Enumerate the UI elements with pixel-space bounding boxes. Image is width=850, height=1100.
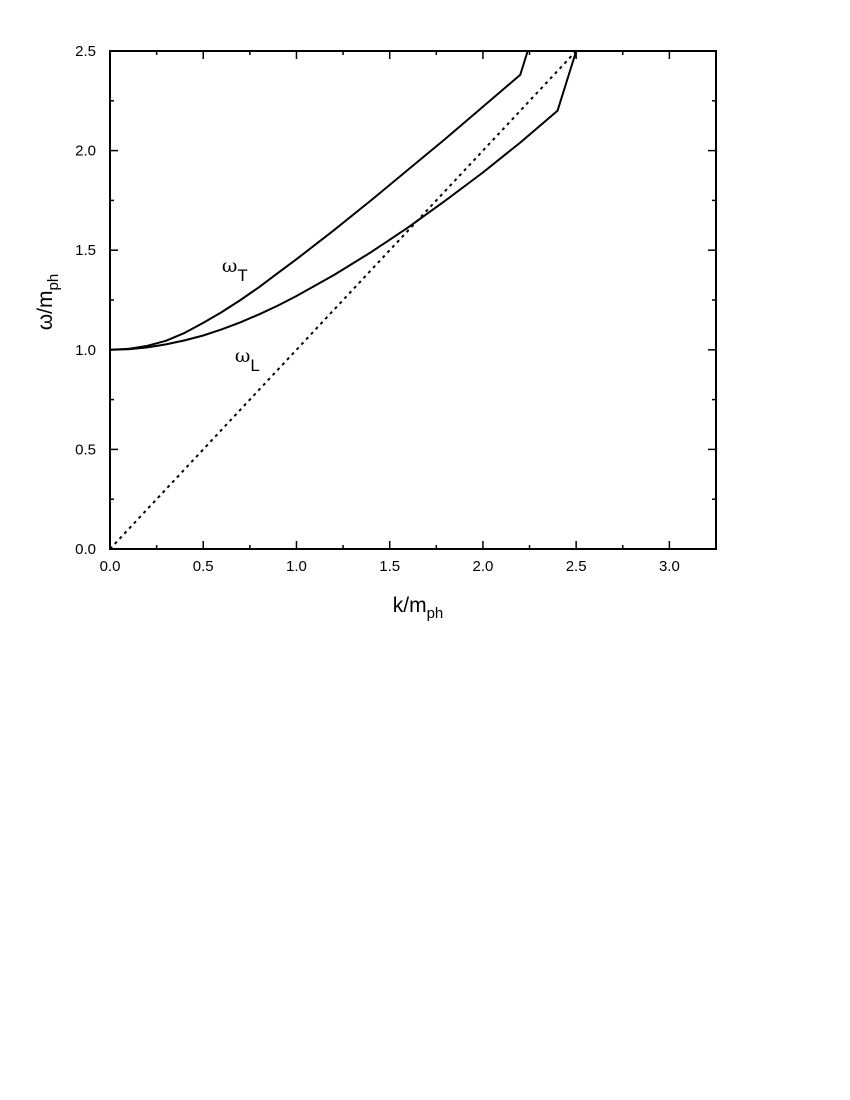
x-tick-label: 3.0 xyxy=(659,558,680,575)
y-tick-label: 2.5 xyxy=(75,43,96,60)
y-tick-label: 1.0 xyxy=(75,342,96,359)
series-line-0 xyxy=(109,50,529,351)
series-line-1 xyxy=(109,50,578,351)
axis-ticks xyxy=(109,50,717,550)
y-axis-title: ω/mph xyxy=(34,274,62,330)
tick-labels: 0.0 0.5 1.0 1.5 2.0 2.5 3.0 0.0 0.5 1.0 1.5 2.0 2.5 xyxy=(75,43,680,575)
y-axis-title-sub: ph xyxy=(45,274,62,291)
y-tick-label: 0.5 xyxy=(75,441,96,458)
series-labels: ωT ωL xyxy=(222,255,260,375)
x-tick-label: 0.5 xyxy=(193,558,214,575)
series-label-1: ωL xyxy=(235,345,260,375)
x-tick-label: 0.0 xyxy=(100,558,121,575)
x-axis-title: k/mph xyxy=(393,594,444,622)
y-tick-label: 2.0 xyxy=(75,143,96,160)
y-tick-label: 1.5 xyxy=(75,242,96,259)
x-tick-label: 1.0 xyxy=(286,558,307,575)
x-tick-label: 2.0 xyxy=(472,558,493,575)
x-tick-label: 1.5 xyxy=(379,558,400,575)
x-tick-label: 2.5 xyxy=(566,558,587,575)
y-tick-label: 0.0 xyxy=(75,541,96,558)
data-series xyxy=(109,50,578,550)
series-line-2 xyxy=(109,50,577,550)
x-axis-title-main: k/m xyxy=(393,594,427,617)
x-axis-title-sub: ph xyxy=(427,605,444,622)
series-label-0: ωT xyxy=(222,255,248,285)
y-axis-title-main: ω/m xyxy=(34,290,57,330)
plot-frame xyxy=(109,50,717,550)
